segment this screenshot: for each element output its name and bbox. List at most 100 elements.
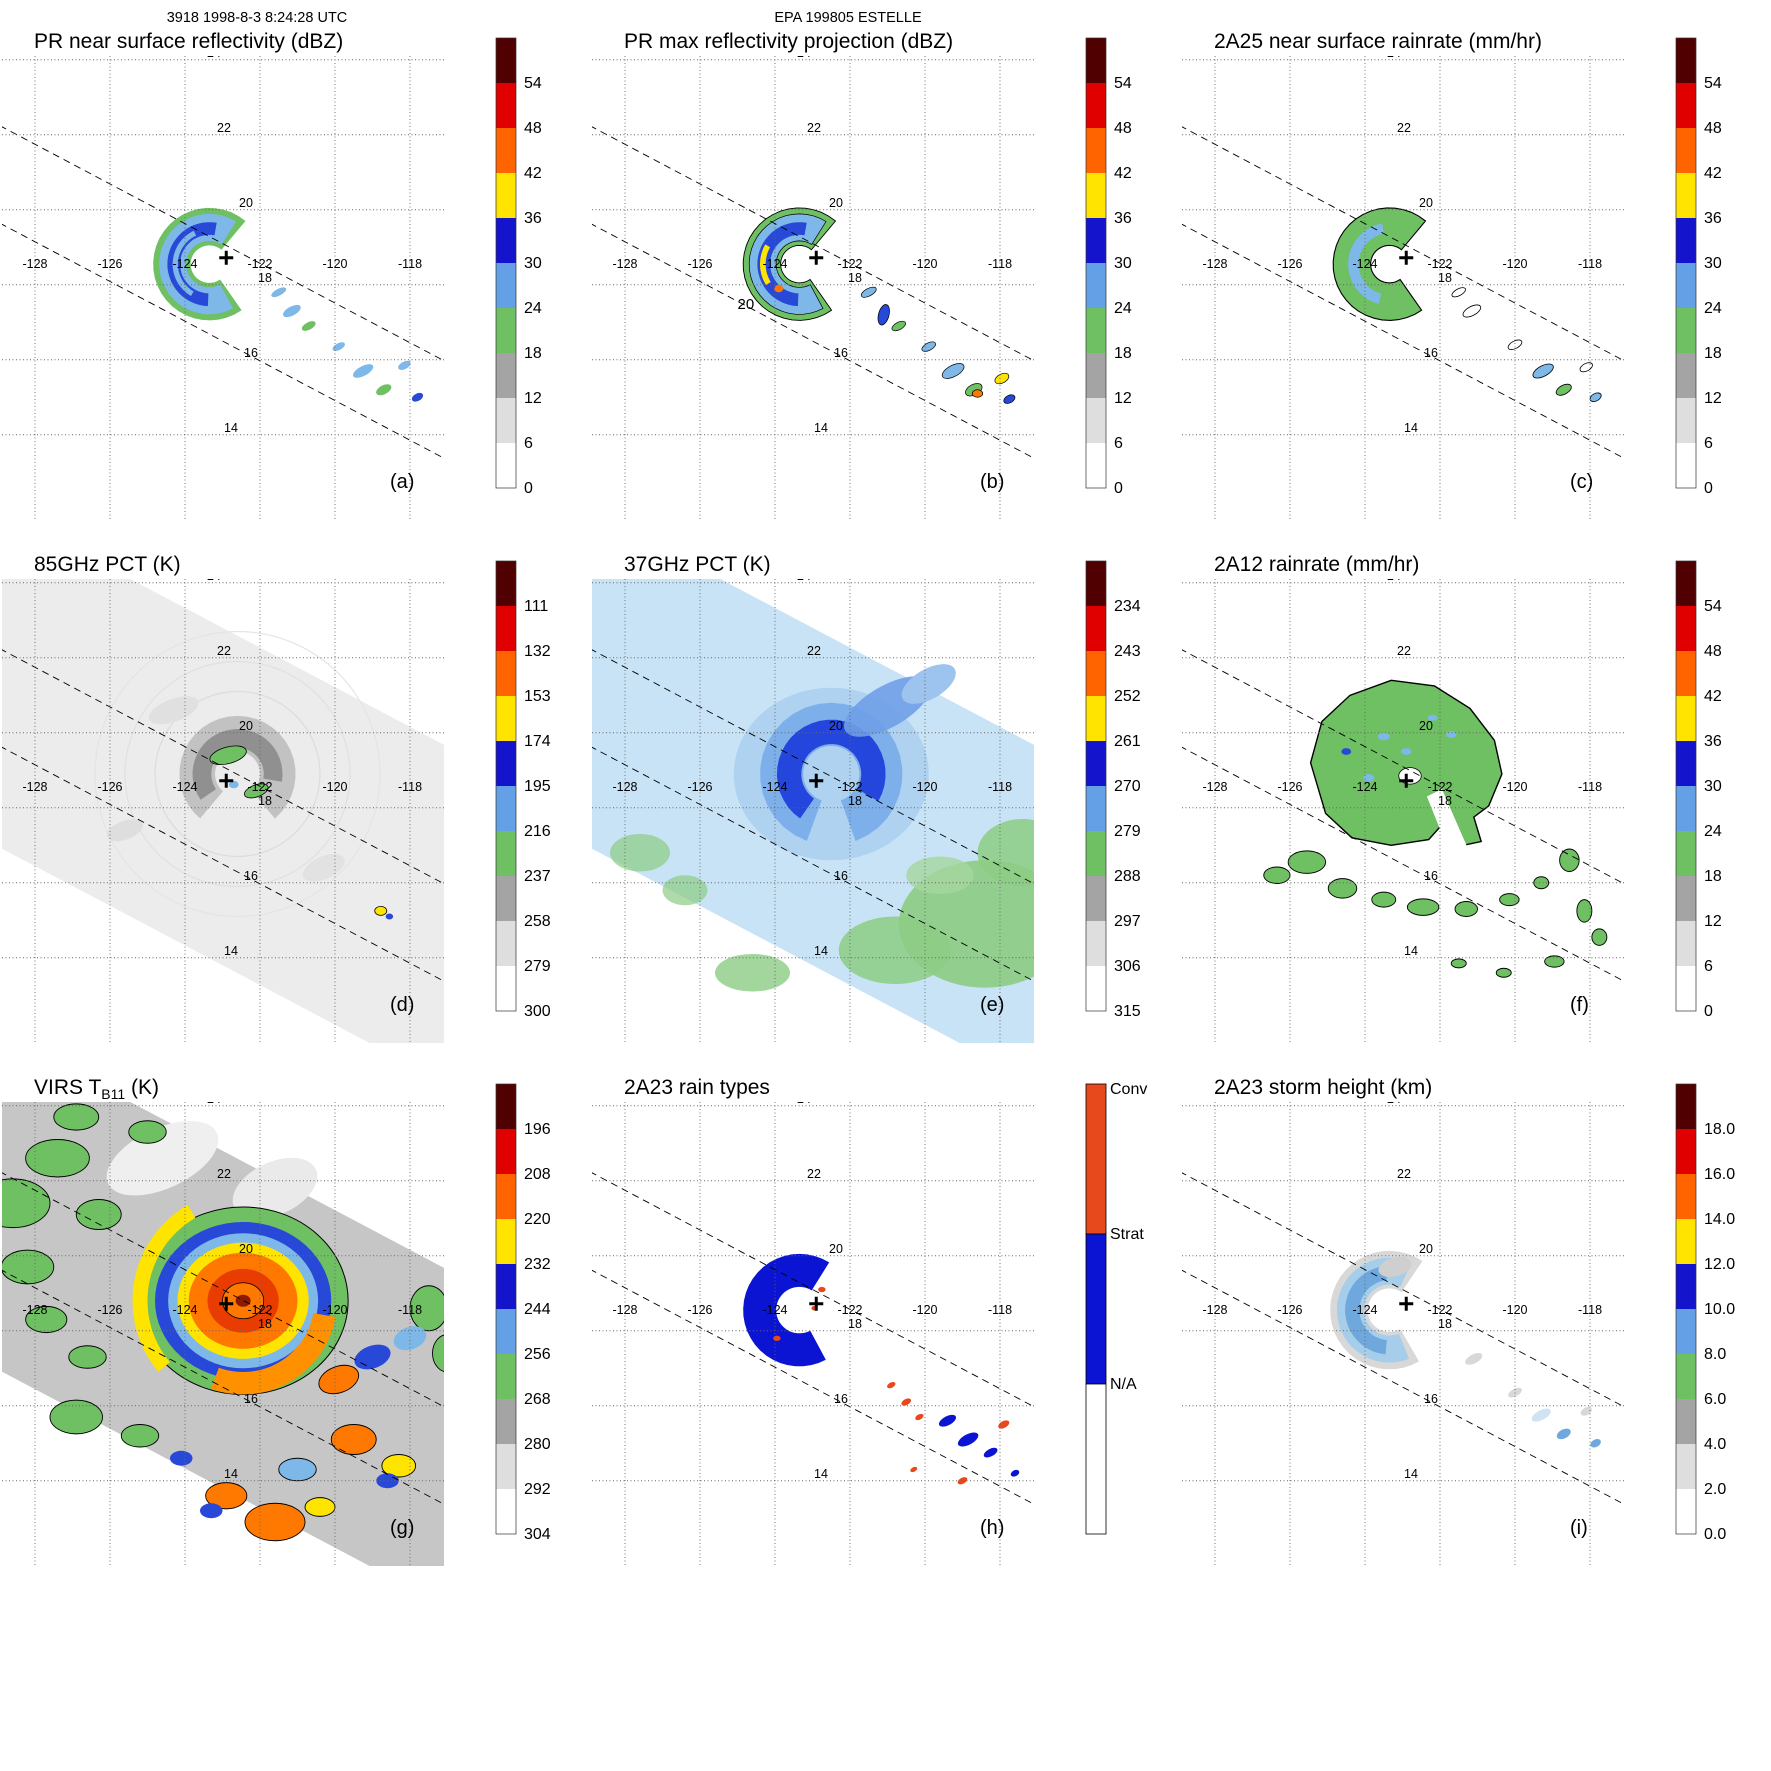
map-feature bbox=[743, 1253, 830, 1367]
colorbar-segment bbox=[1086, 398, 1106, 443]
map-feature bbox=[374, 905, 388, 916]
colorbar-segment bbox=[496, 696, 516, 741]
panel-a: PR near surface reflectivity (dBZ) -128 -1… bbox=[0, 30, 590, 553]
map-feature bbox=[1454, 901, 1478, 917]
map-features bbox=[743, 1253, 1020, 1485]
panel-letter: (b) bbox=[980, 471, 1004, 493]
lon-tick-label: -118 bbox=[1578, 780, 1602, 794]
map-feature bbox=[25, 1305, 68, 1334]
map-tick-labels: -128 -126 -124 -122 -120 -118 24 22 20 18 16 14 bbox=[22, 56, 422, 435]
lat-tick-label: 22 bbox=[217, 644, 231, 658]
map-ripple-ring bbox=[154, 690, 321, 858]
panel-title-text: 2A25 near surface rainrate (mm/hr) bbox=[1214, 30, 1542, 53]
panel-letter: (f) bbox=[1570, 994, 1589, 1016]
lon-tick-label: -118 bbox=[1578, 1303, 1602, 1317]
lon-tick-label: -126 bbox=[1277, 257, 1302, 271]
colorbar-segment bbox=[1086, 218, 1106, 263]
panel-letter: (d) bbox=[390, 994, 414, 1016]
lon-tick-label: -124 bbox=[762, 257, 787, 271]
map-feature bbox=[409, 1285, 444, 1332]
colorbar-f: 54 48 42 36 30 24 18 12 6 0 bbox=[1675, 560, 1722, 1020]
swath-edge-lines bbox=[2, 649, 444, 982]
map-features bbox=[153, 207, 424, 402]
colorbar-tick-label: 279 bbox=[524, 958, 551, 975]
map-feature bbox=[244, 1502, 306, 1542]
colorbar-tick-label: 232 bbox=[524, 1256, 551, 1273]
map-feature bbox=[75, 1199, 122, 1230]
colorbar-tick-label: 42 bbox=[524, 165, 542, 182]
colorbar-tick-label: 208 bbox=[524, 1166, 551, 1183]
colorbar-tick-label: 16.0 bbox=[1704, 1166, 1735, 1183]
lat-tick-label: 14 bbox=[814, 1467, 828, 1481]
colorbar-tick-label: 36 bbox=[524, 210, 542, 227]
colorbar-segment bbox=[1676, 876, 1696, 921]
storm-center-marker bbox=[1399, 773, 1414, 788]
map-feature bbox=[1556, 1428, 1571, 1440]
map-feature bbox=[200, 1503, 223, 1519]
swath-edge-line bbox=[2, 746, 444, 982]
colorbar-segment bbox=[1676, 966, 1696, 1011]
colorbar-tick-label: 280 bbox=[524, 1436, 551, 1453]
map-feature bbox=[301, 321, 316, 331]
colorbar-segment bbox=[1086, 606, 1106, 651]
colorbar-tick-label: 18 bbox=[1114, 345, 1132, 362]
colorbar-segment bbox=[496, 1444, 516, 1489]
swath-edge-line bbox=[1182, 746, 1624, 982]
panel-letter: (a) bbox=[390, 471, 414, 493]
lon-tick-label: -122 bbox=[837, 257, 862, 271]
colorbar-tick-label: 288 bbox=[1114, 868, 1141, 885]
map-feature bbox=[1451, 287, 1466, 298]
grid-lines bbox=[592, 56, 1034, 520]
map-feature bbox=[1377, 732, 1390, 741]
swath-edge-line bbox=[592, 126, 1034, 362]
map-feature bbox=[398, 360, 411, 370]
lon-tick-label: -122 bbox=[837, 1303, 862, 1317]
map-feature bbox=[1345, 1266, 1387, 1355]
map-feature bbox=[1406, 898, 1440, 916]
colorbar-segment bbox=[496, 966, 516, 1011]
map-feature bbox=[1533, 876, 1550, 890]
colorbar-tick-label: 18 bbox=[1704, 868, 1722, 885]
colorbar-tick-label: 279 bbox=[1114, 823, 1141, 840]
lon-tick-label: -122 bbox=[837, 780, 862, 794]
map-feature bbox=[715, 954, 790, 992]
colorbar-tick-label: 0.0 bbox=[1704, 1526, 1726, 1543]
colorbar-tick-label: 48 bbox=[1704, 643, 1722, 660]
colorbar-tick-label: 18 bbox=[524, 345, 542, 362]
map-feature bbox=[107, 819, 143, 842]
map-feature bbox=[1363, 774, 1375, 782]
colorbar-tick-label: 0 bbox=[1704, 1003, 1713, 1020]
map-feature bbox=[211, 1313, 336, 1395]
colorbar-tick-label: 12 bbox=[1704, 913, 1722, 930]
colorbar-tick-label: 153 bbox=[524, 688, 551, 705]
colorbar-tick-label: 268 bbox=[524, 1391, 551, 1408]
storm-center-marker bbox=[1399, 1296, 1414, 1311]
storm-center-marker bbox=[809, 1296, 824, 1311]
colorbar-segment bbox=[496, 876, 516, 921]
colorbar-segment bbox=[1086, 263, 1106, 308]
colorbar-segment bbox=[1086, 831, 1106, 876]
map-feature bbox=[1559, 848, 1580, 872]
colorbar-segment bbox=[496, 38, 516, 83]
colorbar-c: 54 48 42 36 30 24 18 12 6 0 bbox=[1675, 37, 1722, 497]
map-feature bbox=[760, 244, 771, 285]
lon-tick-label: -124 bbox=[172, 780, 197, 794]
colorbar-segment bbox=[496, 831, 516, 876]
colorbar-tick-label: 304 bbox=[524, 1526, 551, 1543]
map-feature bbox=[1531, 1408, 1551, 1422]
colorbar-segment bbox=[1086, 128, 1106, 173]
colorbar-tick-label: 292 bbox=[524, 1481, 551, 1498]
colorbar-tick-label: 0 bbox=[1704, 480, 1713, 497]
colorbar-segment bbox=[496, 1399, 516, 1444]
swath-edge-line bbox=[2, 126, 444, 362]
panel-title: 2A23 storm height (km) bbox=[1214, 1076, 1432, 1102]
lat-tick-label: 22 bbox=[1397, 121, 1411, 135]
map-feature bbox=[318, 1364, 360, 1395]
lat-tick-label: 18 bbox=[258, 794, 272, 808]
map-feature bbox=[906, 856, 974, 894]
lat-tick-label: 14 bbox=[224, 421, 238, 435]
lon-tick-label: -118 bbox=[988, 780, 1012, 794]
map-feature bbox=[838, 916, 952, 984]
map-feature bbox=[411, 392, 424, 402]
lon-tick-label: -128 bbox=[1202, 257, 1227, 271]
